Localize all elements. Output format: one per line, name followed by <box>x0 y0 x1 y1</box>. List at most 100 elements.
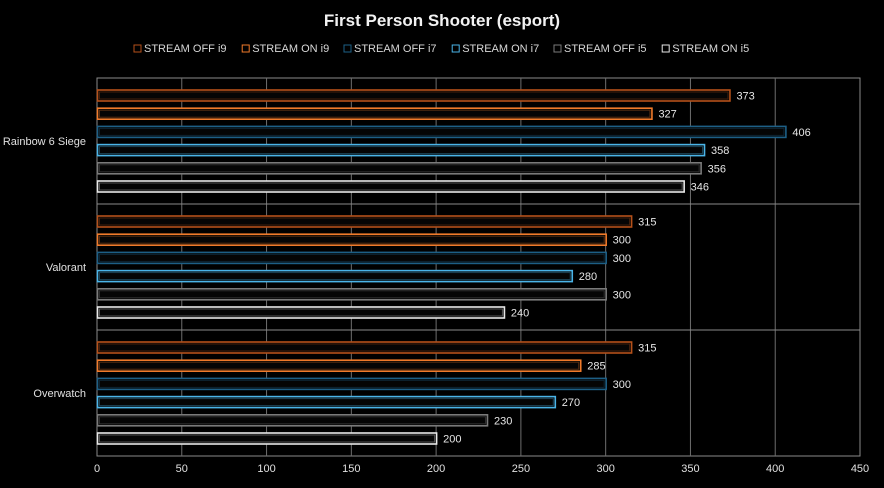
x-tick-label: 300 <box>596 463 614 475</box>
bar-outline <box>96 269 574 283</box>
bar-overwatch-stream-on-i5 <box>96 432 438 445</box>
legend-swatch <box>343 44 352 53</box>
bar-inner-glow <box>99 416 486 425</box>
legend: STREAM OFF i9 STREAM ON i9 STREAM OFF i7 ST… <box>133 43 749 55</box>
bar-outline <box>96 89 731 102</box>
value-label: 300 <box>613 235 631 247</box>
value-label: 200 <box>443 434 461 446</box>
bar-overwatch-stream-off-i7 <box>96 377 607 391</box>
bar-inner-glow <box>99 164 700 173</box>
value-label: 315 <box>638 217 656 229</box>
plot-frame <box>96 77 861 457</box>
legend-swatch <box>661 44 670 53</box>
bar-valorant-stream-on-i7 <box>96 269 574 283</box>
x-tick-label: 200 <box>427 463 445 475</box>
legend-item-stream-off-i7: STREAM OFF i7 <box>343 43 437 55</box>
bar-inner-glow <box>99 235 605 244</box>
category-label-rainbow-6-siege: Rainbow 6 Siege <box>3 136 86 148</box>
value-label: 406 <box>792 127 810 139</box>
value-label: 280 <box>579 271 597 283</box>
legend-swatch <box>451 44 460 53</box>
bar-outline <box>96 107 653 120</box>
legend-swatch <box>133 44 142 53</box>
bar-outline <box>96 306 506 319</box>
value-label: 230 <box>494 415 512 427</box>
bar-outline <box>96 180 685 193</box>
legend-label: STREAM ON i5 <box>672 43 749 55</box>
bar-inner-glow <box>99 146 704 155</box>
x-tick-label: 100 <box>257 463 275 475</box>
bar-outline <box>96 377 607 391</box>
bar-outline <box>96 413 489 427</box>
value-label: 300 <box>613 253 631 265</box>
bar-inner-glow <box>99 290 605 299</box>
value-label: 240 <box>511 308 529 320</box>
bar-overwatch-stream-on-i7 <box>96 395 557 409</box>
bar-rainbow-6-siege-stream-off-i5 <box>96 162 702 175</box>
value-label: 346 <box>691 182 709 194</box>
bar-inner-glow <box>99 127 785 136</box>
legend-item-stream-off-i5: STREAM OFF i5 <box>553 43 647 55</box>
x-tick-label: 150 <box>342 463 360 475</box>
legend-item-stream-off-i9: STREAM OFF i9 <box>133 43 227 55</box>
legend-swatch <box>241 44 250 53</box>
bar-overwatch-stream-on-i9 <box>96 359 582 373</box>
x-tick-label: 250 <box>512 463 530 475</box>
bar-valorant-stream-on-i9 <box>96 233 607 246</box>
category-label-valorant: Valorant <box>46 262 86 274</box>
value-label: 300 <box>613 379 631 391</box>
value-label: 285 <box>587 361 605 373</box>
legend-label: STREAM OFF i5 <box>564 43 647 55</box>
bar-valorant-stream-on-i5 <box>96 306 506 319</box>
bar-inner-glow <box>99 253 605 262</box>
bar-outline <box>96 233 607 246</box>
value-label: 327 <box>658 109 676 121</box>
bar-inner-glow <box>99 308 503 317</box>
bar-valorant-stream-off-i7 <box>96 251 607 265</box>
bar-outline <box>96 251 607 265</box>
bar-inner-glow <box>99 91 729 100</box>
bar-outline <box>96 125 787 139</box>
bar-outline <box>96 432 438 445</box>
bar-outline <box>96 162 702 175</box>
value-label: 356 <box>708 163 726 175</box>
legend-item-stream-on-i7: STREAM ON i7 <box>451 43 539 55</box>
value-label: 270 <box>562 397 580 409</box>
bar-outline <box>96 395 557 409</box>
bar-overwatch-stream-off-i5 <box>96 413 489 427</box>
x-tick-label: 0 <box>94 463 100 475</box>
value-label: 358 <box>711 145 729 157</box>
legend-swatch <box>553 44 562 53</box>
bar-rainbow-6-siege-stream-on-i7 <box>96 143 706 157</box>
bar-outline <box>96 359 582 373</box>
bar-overwatch-stream-off-i9 <box>96 341 633 354</box>
bar-inner-glow <box>99 361 580 370</box>
bar-inner-glow <box>99 434 436 443</box>
legend-item-stream-on-i9: STREAM ON i9 <box>241 43 329 55</box>
bar-rainbow-6-siege-stream-off-i9 <box>96 89 731 102</box>
bar-rainbow-6-siege-stream-off-i7 <box>96 125 787 139</box>
bar-inner-glow <box>99 379 605 388</box>
bar-inner-glow <box>99 182 683 191</box>
legend-label: STREAM OFF i7 <box>354 43 437 55</box>
bar-outline <box>96 341 633 354</box>
bar-valorant-stream-off-i9 <box>96 215 633 228</box>
legend-label: STREAM OFF i9 <box>144 43 227 55</box>
x-tick-label: 450 <box>851 463 869 475</box>
bar-outline <box>96 143 706 157</box>
legend-item-stream-on-i5: STREAM ON i5 <box>661 43 749 55</box>
plot-area: 0 50 100 150 200 250 300 350 400 450 Rainbow 6 Sie… <box>3 77 869 475</box>
bar-inner-glow <box>99 398 554 407</box>
bar-inner-glow <box>99 217 631 226</box>
legend-label: STREAM ON i9 <box>252 43 329 55</box>
legend-label: STREAM ON i7 <box>462 43 539 55</box>
bar-rainbow-6-siege-stream-on-i5 <box>96 180 685 193</box>
bar-rainbow-6-siege-stream-on-i9 <box>96 107 653 120</box>
bar-outline <box>96 287 607 301</box>
chart-title: First Person Shooter (esport) <box>324 11 560 30</box>
x-tick-label: 350 <box>681 463 699 475</box>
value-label: 300 <box>613 289 631 301</box>
bar-outline <box>96 215 633 228</box>
bar-valorant-stream-off-i5 <box>96 287 607 301</box>
